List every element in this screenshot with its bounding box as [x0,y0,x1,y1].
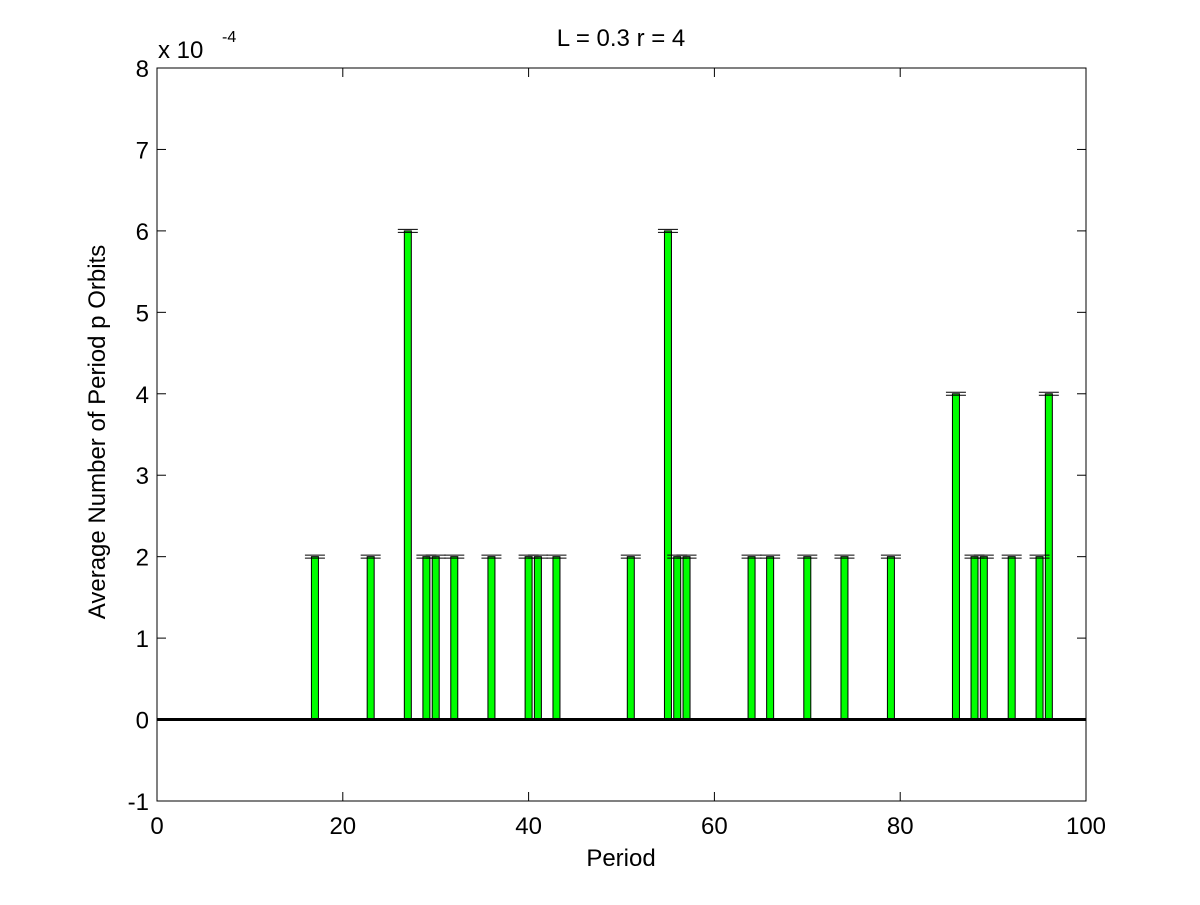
bar-period-51 [626,556,635,721]
errorbars-layer [304,228,1059,559]
bar-period-92 [1007,556,1016,721]
y-tick-label-7: 7 [136,137,149,164]
x-axis-label: Period [586,845,655,872]
y-tick-label-5: 5 [136,300,149,327]
y-tick-label-1: 1 [136,626,149,653]
bar-period-40 [524,556,533,721]
bar-period-56 [673,556,682,721]
bar-period-74 [840,556,849,721]
bar-period-30 [431,556,440,721]
chart-title: L = 0.3 r = 4 [557,25,686,52]
bar-period-89 [979,556,988,721]
bar-period-23 [366,556,375,721]
bar-period-29 [422,556,431,721]
x-tick-label-20: 20 [329,813,356,840]
y-tick-label-3: 3 [136,463,149,490]
bar-period-17 [310,556,319,721]
y-multiplier-exponent: -4 [222,29,236,46]
x-tick-label-80: 80 [887,813,914,840]
y-tick-label-6: 6 [136,219,149,246]
bar-period-57 [682,556,691,721]
bar-period-79 [886,556,895,721]
x-tick-label-60: 60 [701,813,728,840]
plot-frame [156,67,1087,802]
bar-period-86 [951,393,960,721]
bar-period-95 [1035,556,1044,721]
bar-period-32 [450,556,459,721]
bars-layer [310,230,1053,721]
y-axis-label: Average Number of Period p Orbits [84,245,111,619]
bar-period-96 [1044,393,1053,721]
plot-area [157,68,1086,801]
x-tick-label-40: 40 [515,813,542,840]
bar-period-43 [552,556,561,721]
bar-period-41 [533,556,542,721]
y-tick-label-4: 4 [136,382,149,409]
bar-period-64 [747,556,756,721]
y-tick-label-8: 8 [136,56,149,83]
bar-period-88 [970,556,979,721]
bar-period-70 [803,556,812,721]
y-tick-label-0: 0 [136,708,149,735]
y-multiplier-base: x 10 [158,37,203,64]
bar-period-27 [403,230,412,721]
y-tick-label-2: 2 [136,545,149,572]
bar-period-55 [663,230,672,721]
x-tick-label-100: 100 [1066,813,1106,840]
x-tick-label-0: 0 [150,813,163,840]
bar-period-36 [487,556,496,721]
y-tick-label--1: -1 [128,789,149,816]
bar-period-66 [766,556,775,721]
